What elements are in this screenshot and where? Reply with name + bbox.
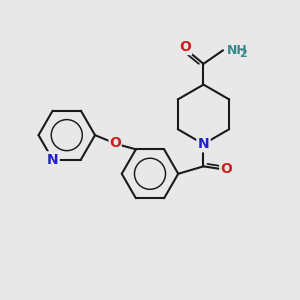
Text: N: N [198, 137, 209, 151]
Text: O: O [109, 136, 121, 150]
Text: NH: NH [227, 44, 248, 57]
Text: O: O [220, 162, 232, 176]
Text: O: O [180, 40, 192, 55]
Text: N: N [47, 153, 58, 166]
Text: 2: 2 [239, 49, 247, 59]
